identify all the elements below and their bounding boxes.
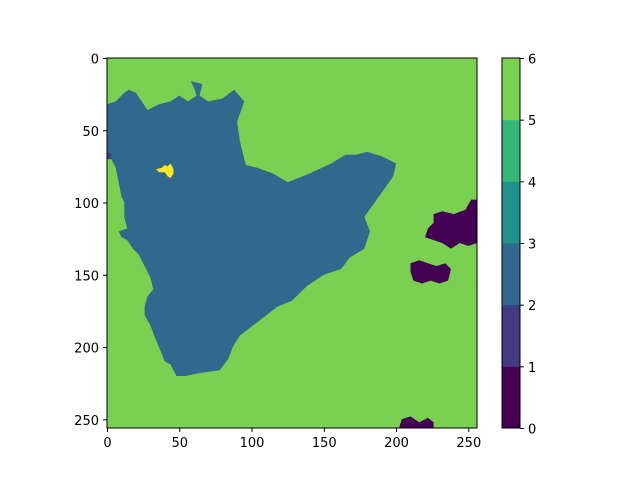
y-tick-label: 200 xyxy=(74,342,99,357)
class-0-region-3 xyxy=(399,416,434,428)
colorbar-tick-label: 3 xyxy=(528,238,536,253)
class-0-region-2 xyxy=(410,260,451,284)
y-tick-label: 0 xyxy=(91,53,99,68)
x-tick-label: 150 xyxy=(312,436,337,451)
x-tick-label: 0 xyxy=(103,436,111,451)
y-tick-label: 100 xyxy=(74,197,99,212)
colorbar: 0 1 2 3 4 5 6 xyxy=(501,53,536,438)
x-tick-label: 200 xyxy=(384,436,409,451)
colorbar-segment-4 xyxy=(502,119,520,182)
colorbar-segment-2 xyxy=(502,243,520,306)
colorbar-tick-label: 0 xyxy=(528,423,536,438)
y-tick-label: 50 xyxy=(82,125,99,140)
colorbar-tick-label: 4 xyxy=(528,176,536,191)
colorbar-tick-label: 6 xyxy=(528,53,536,68)
plot-frame xyxy=(106,57,478,429)
x-tick-label: 250 xyxy=(456,436,481,451)
colorbar-tick-label: 1 xyxy=(528,361,536,376)
colorbar-tick-label: 5 xyxy=(528,114,536,129)
x-tick-label: 50 xyxy=(171,436,188,451)
class-0-region-1 xyxy=(425,199,477,249)
y-tick-label: 250 xyxy=(74,414,99,429)
x-tick-label: 100 xyxy=(240,436,265,451)
class-5-region-4 xyxy=(156,163,174,178)
colorbar-segment-3 xyxy=(502,181,520,244)
y-axis: 0 50 100 150 200 250 xyxy=(74,53,107,429)
x-axis: 0 50 100 150 200 250 xyxy=(103,428,481,451)
heatmap-image xyxy=(107,58,477,428)
class-1-region-5 xyxy=(107,153,112,160)
y-tick-label: 150 xyxy=(74,269,99,284)
class-2-region-0 xyxy=(107,81,397,376)
colorbar-segment-0 xyxy=(502,366,520,429)
colorbar-segment-5 xyxy=(502,58,520,121)
colorbar-tick-label: 2 xyxy=(528,299,536,314)
colorbar-segment-1 xyxy=(502,304,520,367)
